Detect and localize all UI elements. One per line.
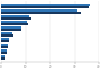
Bar <box>1 34 13 37</box>
Bar <box>1 21 27 23</box>
Bar <box>1 44 8 46</box>
Bar <box>1 40 9 42</box>
Bar <box>1 55 5 57</box>
Bar <box>1 38 9 40</box>
Bar <box>1 15 29 17</box>
Bar <box>1 57 5 60</box>
Bar <box>1 23 28 25</box>
Bar <box>1 17 31 20</box>
Bar <box>1 4 90 6</box>
Bar <box>1 32 12 34</box>
Bar <box>1 46 8 48</box>
Bar <box>1 52 7 54</box>
Bar <box>1 9 77 12</box>
Bar <box>1 26 21 29</box>
Bar <box>1 29 21 31</box>
Bar <box>1 12 81 14</box>
Bar <box>1 49 7 52</box>
Bar <box>1 6 89 8</box>
